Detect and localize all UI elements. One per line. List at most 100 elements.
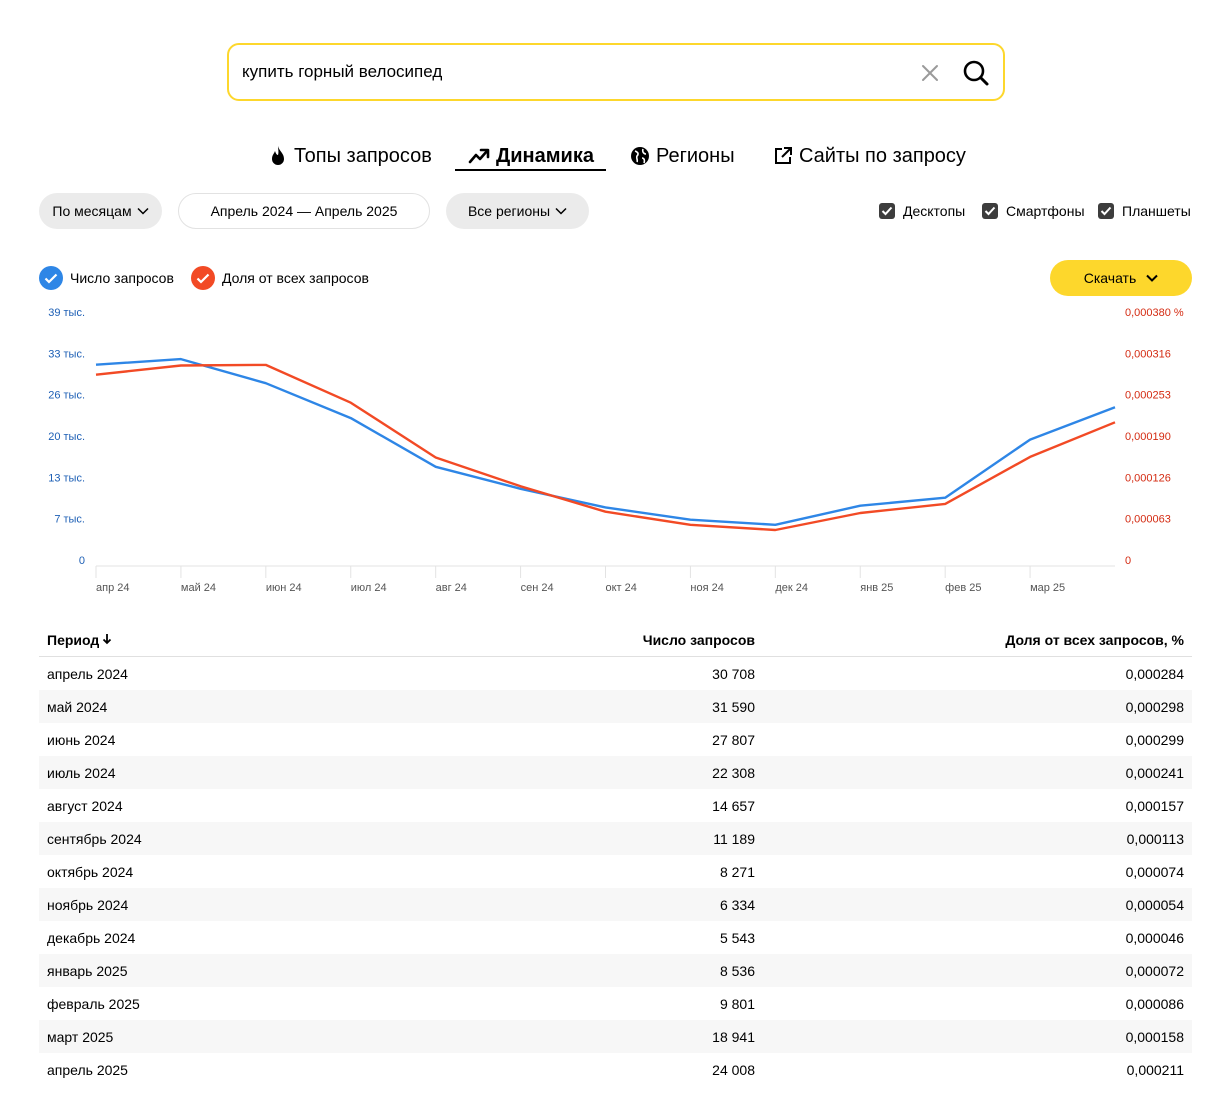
cell-count: 6 334 [719,896,755,913]
x-tick-label: сен 24 [521,582,554,594]
y-left-tick-label: 26 тыс. [48,390,85,402]
cell-share: 0,000299 [1125,731,1184,748]
y-left-tick-label: 0 [79,555,85,567]
table-row: декабрь 2024 5 543 0,000046 [39,921,1192,954]
header-count[interactable]: Число запросов [642,632,755,648]
cell-period: июнь 2024 [47,731,116,748]
table-header: Период Число запросов Доля от всех запро… [39,624,1192,657]
tab-top-queries[interactable]: Топы запросов [268,140,432,172]
chevron-down-icon [555,207,567,215]
y-right-tick-label: 0,000126 [1125,472,1171,484]
x-tick-label: май 24 [181,582,216,594]
table-row: апрель 2025 24 008 0,000211 [39,1053,1192,1086]
tab-regions[interactable]: Регионы [630,140,735,172]
y-left-tick-label: 7 тыс. [54,514,85,526]
legend-toggle-share[interactable]: Доля от всех запросов [191,266,369,290]
x-tick-label: авг 24 [436,582,467,594]
chevron-down-icon [1146,274,1158,282]
cell-period: май 2024 [47,698,108,715]
cell-count: 11 189 [713,830,755,847]
search-input[interactable] [242,59,902,85]
checkbox-checked-icon [982,203,998,219]
grouping-select[interactable]: По месяцам [39,193,162,229]
trend-up-icon [468,148,490,164]
device-checkbox-desktop[interactable]: Десктопы [879,201,965,221]
cell-share: 0,000086 [1125,995,1184,1012]
cell-period: апрель 2025 [47,1061,128,1078]
active-tab-indicator [455,169,606,171]
cell-count: 8 536 [719,962,755,979]
check-circle-icon [39,266,63,290]
external-link-icon [775,147,792,164]
fire-icon [272,146,284,165]
header-share[interactable]: Доля от всех запросов, % [1005,632,1184,648]
legend-toggle-count[interactable]: Число запросов [39,266,174,290]
period-picker[interactable]: Апрель 2024 — Апрель 2025 [178,193,430,229]
device-checkbox-smartphone[interactable]: Смартфоны [982,201,1085,221]
device-label: Смартфоны [1006,203,1085,219]
series-line-share [95,363,1116,532]
dynamics-table: Период Число запросов Доля от всех запро… [39,624,1192,1086]
search-bar [227,43,1005,101]
device-label: Десктопы [903,203,966,219]
cell-share: 0,000284 [1125,665,1184,682]
tabs-bar: Топы запросов Динамика Регионы Сайты по … [0,140,1227,176]
tab-dynamics[interactable]: Динамика [468,140,594,172]
tab-sites[interactable]: Сайты по запросу [773,140,966,172]
y-left-tick-label: 33 тыс. [48,348,85,360]
y-left-tick-label: 20 тыс. [48,431,85,443]
cell-period: март 2025 [47,1028,114,1045]
table-row: июнь 2024 27 807 0,000299 [39,723,1192,756]
tab-label: Топы запросов [294,144,432,167]
x-tick-label: дек 24 [775,582,808,594]
table-row: сентябрь 2024 11 189 0,000113 [39,822,1192,855]
y-right-tick-label: 0,000316 [1125,348,1171,360]
cell-period: сентябрь 2024 [47,830,142,847]
check-circle-icon [191,266,215,290]
tab-label: Динамика [496,144,594,167]
cell-count: 27 807 [712,731,755,748]
table-row: июль 2024 22 308 0,000241 [39,756,1192,789]
search-icon[interactable] [961,58,991,88]
table-body: апрель 2024 30 708 0,000284 май 2024 31 590 0… [39,657,1192,1086]
cell-count: 8 271 [719,863,755,880]
dynamics-chart: 0 7 тыс. 13 тыс. 20 тыс. 26 тыс. 33 тыс. 39 ты… [48,307,1184,594]
y-left-tick-label: 13 тыс. [48,472,85,484]
cell-count: 22 308 [712,764,755,781]
table-row: август 2024 14 657 0,000157 [39,789,1192,822]
cell-share: 0,000054 [1125,896,1184,913]
cell-period: ноябрь 2024 [47,896,129,913]
x-tick-label: апр 24 [96,582,129,594]
cell-count: 24 008 [712,1061,755,1078]
y-right-tick-label: 0,000190 [1125,431,1171,443]
cell-period: октябрь 2024 [47,863,134,880]
cell-period: август 2024 [47,797,123,814]
table-row: март 2025 18 941 0,000158 [39,1020,1192,1053]
cell-period: декабрь 2024 [47,929,136,946]
download-button[interactable]: Скачать [1050,260,1192,296]
cell-share: 0,000158 [1125,1028,1184,1045]
cell-period: апрель 2024 [47,665,128,682]
period-label: Апрель 2024 — Апрель 2025 [210,203,398,219]
chevron-down-icon [137,207,149,215]
tab-label: Регионы [656,144,735,167]
cell-count: 30 708 [712,665,755,682]
download-label: Скачать [1083,270,1137,286]
table-row: январь 2025 8 536 0,000072 [39,954,1192,987]
table-row: апрель 2024 30 708 0,000284 [39,657,1192,690]
x-tick-label: фев 25 [945,582,981,594]
x-tick-label: окт 24 [606,582,637,594]
legend-label: Число запросов [70,270,174,286]
x-tick-label: ноя 24 [690,582,723,594]
y-right-tick-label: 0,000253 [1125,390,1171,402]
regions-select[interactable]: Все регионы [446,193,589,229]
header-period[interactable]: Период [39,632,339,648]
device-checkbox-tablet[interactable]: Планшеты [1098,201,1191,221]
legend-label: Доля от всех запросов [222,270,369,286]
cell-count: 18 941 [712,1028,755,1045]
cell-period: февраль 2025 [47,995,140,1012]
x-tick-label: янв 25 [860,582,893,594]
cell-share: 0,000113 [1126,830,1184,847]
y-right-tick-label: 0,000063 [1125,514,1171,526]
clear-icon[interactable] [919,62,941,84]
